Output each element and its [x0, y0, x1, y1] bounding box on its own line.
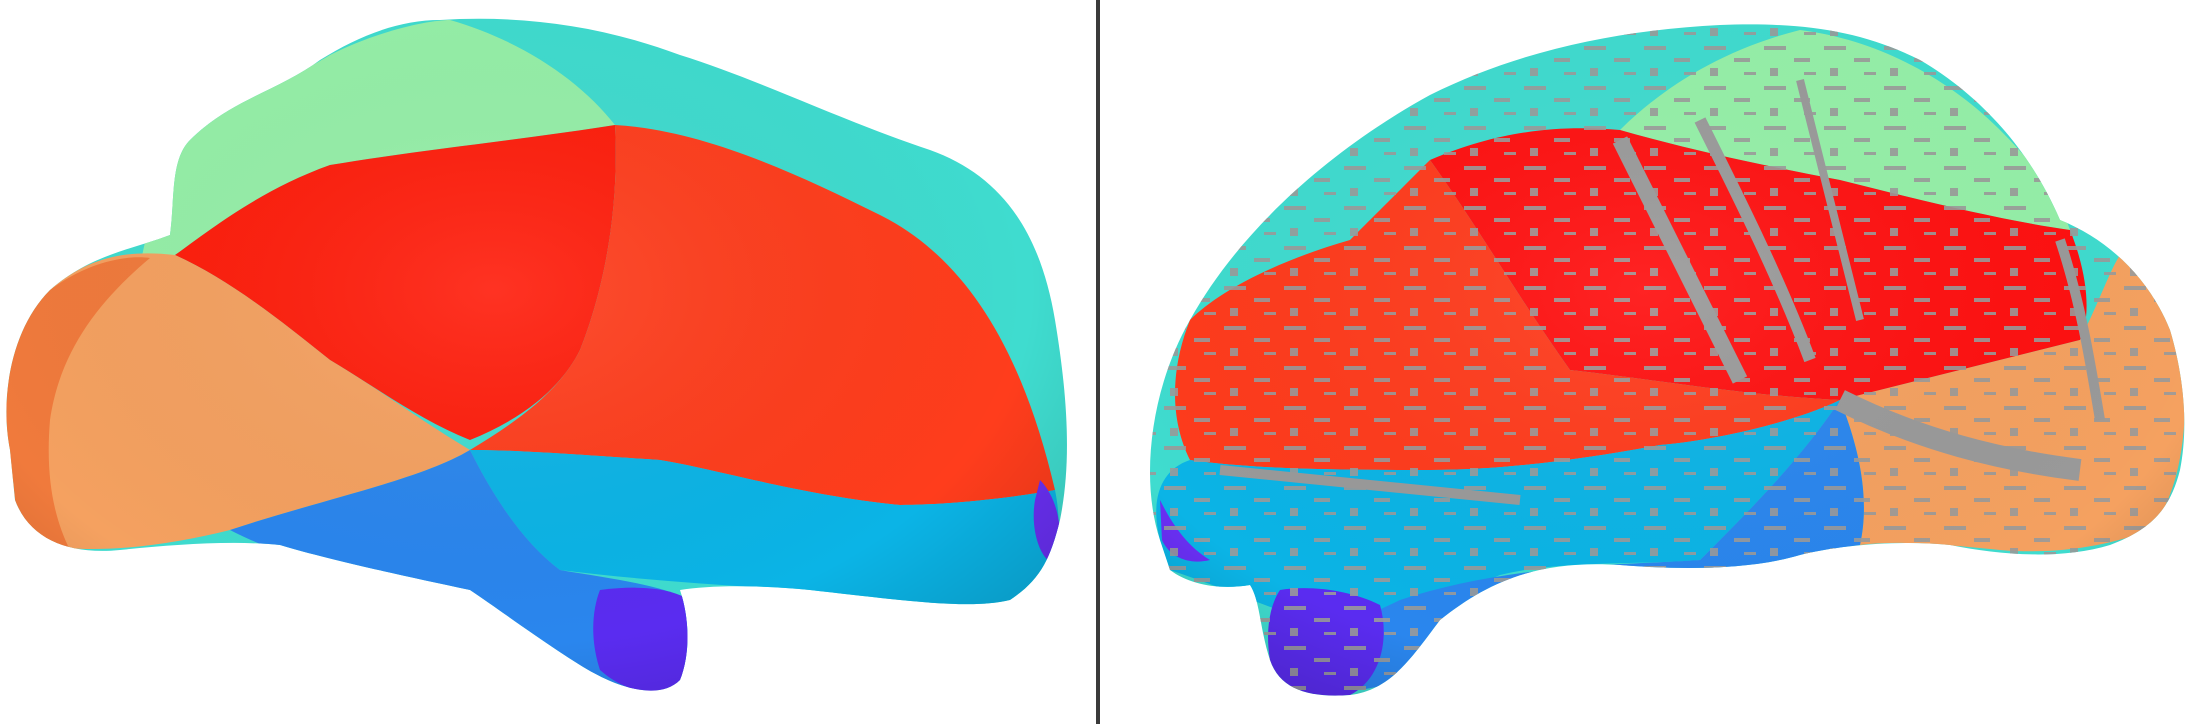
right-brain-regions — [1150, 24, 2185, 696]
left-brain-illustration — [6, 18, 1067, 691]
right-brain-illustration — [1150, 24, 2185, 696]
surface-shading — [1150, 24, 2185, 696]
left-brain-regions — [6, 18, 1067, 691]
panel-divider — [1096, 0, 1100, 724]
right-brain-panel — [1100, 0, 2188, 724]
surface-shading — [6, 18, 1067, 691]
left-brain-panel — [6, 18, 1067, 691]
